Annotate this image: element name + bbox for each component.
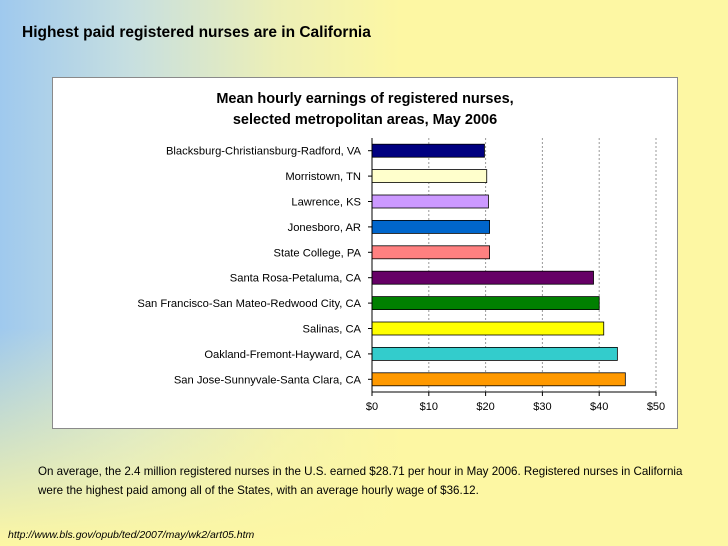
x-tick-label: $30 xyxy=(533,401,551,413)
chart-caption: On average, the 2.4 million registered n… xyxy=(38,465,683,497)
bar xyxy=(371,245,490,260)
bar xyxy=(371,321,605,336)
category-label: Morristown, TN xyxy=(285,171,361,183)
category-label: Blacksburg-Christiansburg-Radford, VA xyxy=(166,146,362,158)
bar xyxy=(371,219,490,234)
bar xyxy=(371,194,489,209)
category-label: Lawrence, KS xyxy=(291,197,361,209)
bar xyxy=(371,143,485,158)
category-label: Santa Rosa-Petaluma, CA xyxy=(230,273,362,285)
slide-title: Highest paid registered nurses are in Ca… xyxy=(22,24,371,41)
chart-frame: Mean hourly earnings of registered nurse… xyxy=(52,77,678,429)
bar-chart: Mean hourly earnings of registered nurse… xyxy=(137,91,665,413)
chart-title-line: selected metropolitan areas, May 2006 xyxy=(233,112,497,128)
bar xyxy=(371,372,626,387)
bar xyxy=(371,296,600,311)
bar xyxy=(371,270,594,285)
x-tick-label: $50 xyxy=(647,401,665,413)
x-tick-label: $20 xyxy=(476,401,494,413)
x-tick-label: $40 xyxy=(590,401,608,413)
category-label: Oakland-Fremont-Hayward, CA xyxy=(204,349,361,361)
category-label: San Jose-Sunnyvale-Santa Clara, CA xyxy=(174,374,362,386)
category-label: Salinas, CA xyxy=(303,324,362,336)
x-tick-label: $0 xyxy=(366,401,378,413)
bar xyxy=(371,346,618,361)
category-label: San Francisco-San Mateo-Redwood City, CA xyxy=(137,298,361,310)
bar xyxy=(371,169,488,183)
category-label: Jonesboro, AR xyxy=(288,222,361,234)
category-label: State College, PA xyxy=(274,247,362,259)
chart-title-line: Mean hourly earnings of registered nurse… xyxy=(216,91,513,107)
x-tick-label: $10 xyxy=(420,401,438,413)
source-url-link[interactable]: http://www.bls.gov/opub/ted/2007/may/wk2… xyxy=(8,529,255,541)
